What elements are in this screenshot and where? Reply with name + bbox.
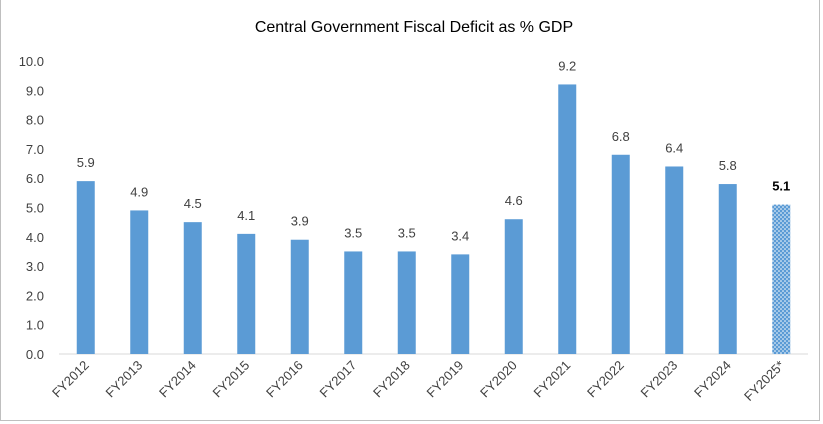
bar: [183, 222, 202, 354]
y-tick-label: 4.0: [26, 230, 44, 245]
data-label: 5.8: [719, 158, 737, 173]
data-label: 4.1: [237, 208, 255, 223]
bar: [237, 233, 256, 354]
y-tick-label: 1.0: [26, 318, 44, 333]
x-tick-label: FY2024: [691, 358, 734, 401]
y-tick-label: 9.0: [26, 83, 44, 98]
y-axis: 0.0 1.0 2.0 3.0 4.0 5.0 6.0 7.0 8.0 9.0 10.0: [19, 54, 44, 362]
bar: [558, 84, 577, 354]
x-tick-label: FY2013: [103, 358, 146, 401]
x-tick-label: FY2012: [49, 358, 92, 401]
y-tick-label: 6.0: [26, 171, 44, 186]
data-labels: 5.9 4.9 4.5 4.1 3.9 3.5 3.5 3.4 4.6 9.2 6.8 6.4 5.8 5…: [77, 58, 791, 243]
x-axis-labels: FY2012 FY2013 FY2014 FY2015 FY2016 FY2017 FY20…: [49, 358, 787, 404]
x-tick-label: FY2016: [263, 358, 306, 401]
x-tick-label: FY2020: [477, 358, 520, 401]
x-tick-label: FY2021: [531, 358, 574, 401]
data-label: 5.9: [77, 155, 95, 170]
data-label: 5.1: [772, 179, 790, 194]
y-tick-label: 8.0: [26, 113, 44, 128]
bar: [451, 254, 470, 354]
data-label: 6.8: [612, 129, 630, 144]
y-tick-label: 0.0: [26, 347, 44, 362]
data-label: 4.5: [184, 196, 202, 211]
y-tick-label: 2.0: [26, 288, 44, 303]
bar: [76, 181, 95, 354]
data-label: 3.4: [451, 228, 469, 243]
x-tick-label: FY2022: [584, 358, 627, 401]
y-tick-label: 3.0: [26, 259, 44, 274]
data-label: 3.9: [291, 214, 309, 229]
x-tick-label: FY2019: [424, 358, 467, 401]
x-tick-label: FY2018: [370, 358, 413, 401]
y-tick-label: 5.0: [26, 201, 44, 216]
bar: [665, 166, 684, 354]
data-label: 6.4: [665, 140, 683, 155]
bar: [397, 251, 416, 354]
bar-estimate: [772, 204, 791, 354]
data-label: 3.5: [398, 225, 416, 240]
x-tick-label: FY2017: [317, 358, 360, 401]
x-tick-label: FY2023: [638, 358, 681, 401]
x-tick-label: FY2025*: [741, 358, 787, 404]
y-tick-label: 7.0: [26, 142, 44, 157]
chart-title: Central Government Fiscal Deficit as % G…: [255, 19, 573, 36]
bar: [130, 210, 149, 354]
bar: [718, 184, 737, 354]
bar: [611, 154, 630, 354]
data-label: 4.6: [505, 193, 523, 208]
x-tick-label: FY2015: [210, 358, 253, 401]
y-tick-label: 10.0: [19, 54, 44, 69]
data-label: 4.9: [130, 184, 148, 199]
bar: [344, 251, 363, 354]
data-label: 3.5: [344, 225, 362, 240]
bar: [290, 239, 309, 354]
bar: [504, 219, 523, 354]
data-label: 9.2: [558, 58, 576, 73]
bars: [76, 84, 791, 354]
x-tick-label: FY2014: [156, 358, 199, 401]
